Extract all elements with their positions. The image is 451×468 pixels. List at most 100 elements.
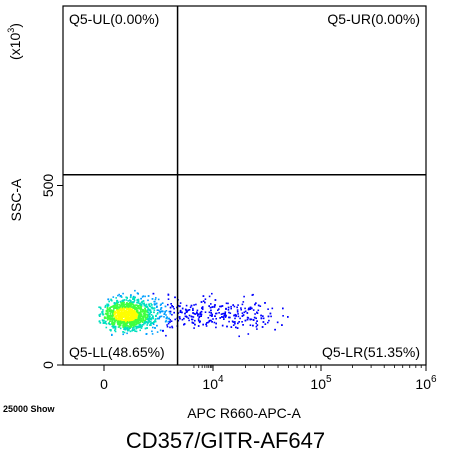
event-dot [127,305,130,308]
event-dot [188,319,190,322]
event-dot [136,292,139,294]
event-dot [128,308,130,311]
event-dot [136,310,138,313]
event-dot [167,303,169,306]
event-dot [114,317,116,320]
event-dot [150,302,152,305]
event-dot [185,309,187,311]
event-dot [234,313,237,316]
event-dot [256,324,259,326]
event-dot [137,300,140,303]
event-dot [151,322,154,324]
event-dot [144,308,146,310]
event-dot [128,303,130,306]
event-dot [170,303,172,305]
event-dot [131,314,133,316]
event-dot [111,315,113,318]
event-dot [98,314,101,316]
event-dot [120,322,123,325]
event-dot [204,298,207,300]
event-dot [128,303,131,305]
event-dot [140,304,143,306]
event-dot [169,312,172,315]
event-dot [208,319,211,322]
event-dot [111,323,113,325]
event-dot [125,319,128,321]
event-dot [244,307,246,310]
event-dot [135,330,138,333]
event-dot [117,323,120,326]
event-dot [150,318,153,321]
event-dot [144,314,147,316]
event-dot [131,316,133,319]
event-dot [154,298,157,301]
event-dot [111,325,113,328]
event-dot [146,318,148,320]
event-dot [116,321,119,323]
event-dot [134,289,136,292]
event-dot [118,325,121,327]
event-dot [143,322,145,325]
event-dot [133,321,136,324]
event-dot [138,302,141,305]
x-axis-label: APC R660-APC-A [187,405,301,421]
event-dot [282,315,284,317]
event-dot [115,304,118,307]
event-dot [152,326,154,329]
event-dot [196,312,198,315]
event-dot [234,317,236,320]
event-dot [120,321,122,323]
event-dot [124,305,127,308]
event-dot [114,330,117,333]
event-dot [101,311,103,313]
event-dot [112,314,114,316]
event-dot [187,309,189,312]
event-dot [106,308,109,311]
event-dot [120,301,122,304]
event-dot [147,322,149,325]
event-dot [159,329,162,332]
event-dot [106,314,109,317]
event-dot [157,309,160,312]
event-dot [267,308,269,310]
event-dot [124,314,127,316]
event-dot [129,307,131,310]
event-dot [118,314,120,316]
event-dot [130,323,133,326]
event-dot [144,309,147,312]
event-dot [123,303,125,305]
event-dot [208,305,210,307]
event-dot [276,321,279,324]
event-dot [129,319,132,322]
event-dot [253,316,256,319]
event-dot [154,318,157,320]
event-dot [146,311,148,314]
event-dot [106,319,109,321]
event-dot [136,313,139,316]
event-dot [117,317,119,319]
event-dot [98,320,101,323]
event-dot [133,317,135,319]
event-dot [200,310,203,313]
event-dot [143,319,145,322]
y-axis-label: SSC-A [8,178,24,221]
event-dot [154,327,156,329]
event-dot [238,321,240,323]
event-dot [119,312,121,314]
event-dot [255,322,257,324]
event-dot [98,306,100,308]
event-dot [151,330,153,333]
event-dot [105,310,108,312]
event-dot [149,309,151,312]
event-dot [174,296,176,299]
event-dot [237,322,239,325]
event-dot [130,302,132,304]
event-dot [152,322,154,325]
event-dot [200,315,202,317]
event-dot [130,321,133,323]
event-dot [140,307,143,310]
event-dot [118,318,121,320]
event-dot [137,325,139,328]
event-dot [120,316,123,318]
event-dot [167,293,170,296]
